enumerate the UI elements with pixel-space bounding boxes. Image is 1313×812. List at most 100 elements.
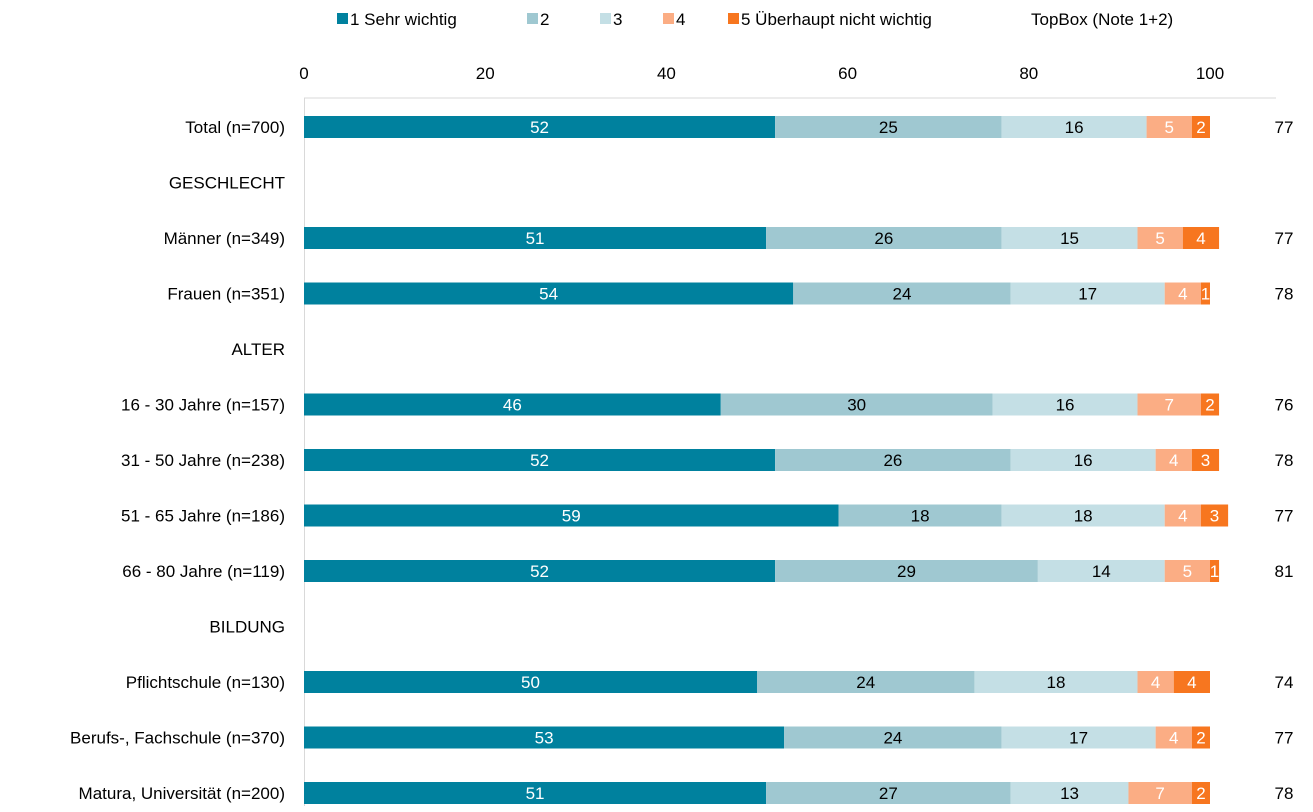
legend-swatch bbox=[337, 13, 348, 24]
segment-value-label: 2 bbox=[1196, 784, 1205, 803]
segment-value-label: 4 bbox=[1187, 673, 1196, 692]
legend-label: 4 bbox=[676, 10, 685, 29]
group-header-label: GESCHLECHT bbox=[169, 174, 285, 193]
bar-segment bbox=[1001, 504, 1165, 527]
row-label: Frauen (n=351) bbox=[167, 285, 285, 304]
legend-label: TopBox (Note 1+2) bbox=[1031, 10, 1173, 29]
bar-segment bbox=[1037, 560, 1165, 582]
bar-segment bbox=[304, 282, 794, 305]
segment-value-label: 2 bbox=[1196, 729, 1205, 748]
bar-segment bbox=[1191, 449, 1220, 471]
bar-row: Männer (n=349) 51 26 15 5 4 77 bbox=[164, 227, 1293, 249]
bar-segment bbox=[793, 282, 1011, 305]
row-label: Pflichtschule (n=130) bbox=[126, 673, 285, 692]
segment-value-label: 52 bbox=[530, 562, 549, 581]
bar-segment bbox=[1200, 282, 1210, 305]
bar-segment bbox=[304, 116, 776, 138]
legend-label: 5 Überhaupt nicht wichtig bbox=[741, 10, 932, 29]
bar-segment bbox=[1210, 560, 1220, 582]
bar-segment bbox=[1182, 227, 1220, 249]
row-label: 16 - 30 Jahre (n=157) bbox=[121, 396, 285, 415]
bar-row: Matura, Universität (n=200) 51 27 13 7 2 78 bbox=[79, 782, 1293, 804]
segment-value-label: 16 bbox=[1065, 118, 1084, 137]
bar-segment bbox=[304, 504, 839, 527]
segment-value-label: 54 bbox=[539, 285, 558, 304]
bar-segment bbox=[1164, 282, 1201, 305]
bar-segment bbox=[304, 726, 785, 749]
row-label: 66 - 80 Jahre (n=119) bbox=[122, 562, 285, 581]
bar-segment bbox=[720, 393, 993, 416]
segment-value-label: 4 bbox=[1169, 729, 1178, 748]
segment-value-label: 14 bbox=[1092, 562, 1111, 581]
chart-rows: Total (n=700) 52 25 16 5 2 7 7 GESCHLECHT Männer … bbox=[70, 116, 1293, 804]
bar-row: Pflichtschule (n=130) 50 24 18 4 4 74 bbox=[126, 671, 1294, 693]
bar-segment bbox=[775, 449, 1011, 471]
segment-value-label: 24 bbox=[883, 729, 902, 748]
topbox-value: 78 bbox=[1275, 285, 1294, 304]
bar-segment bbox=[1200, 504, 1229, 527]
group-header-label: ALTER bbox=[231, 340, 285, 359]
x-tick-label: 80 bbox=[1019, 64, 1038, 83]
bar-segment bbox=[775, 116, 1002, 138]
bar-segment bbox=[1173, 671, 1210, 693]
segment-value-label: 50 bbox=[521, 673, 540, 692]
segment-value-label: 18 bbox=[1047, 673, 1066, 692]
segment-value-label: 15 bbox=[1060, 229, 1079, 248]
segment-value-label: 5 bbox=[1164, 118, 1173, 137]
bar-segment bbox=[304, 782, 767, 804]
bar-segment bbox=[838, 504, 1002, 527]
segment-value-label: 18 bbox=[1074, 507, 1093, 526]
bar-segment bbox=[1146, 116, 1192, 138]
segment-value-label: 3 bbox=[1201, 451, 1210, 470]
segment-value-label: 26 bbox=[874, 229, 893, 248]
bar-segment bbox=[1137, 393, 1201, 416]
bar-segment bbox=[1191, 782, 1210, 804]
bar-segment bbox=[766, 782, 1011, 804]
group-header: GESCHLECHT bbox=[169, 174, 285, 193]
segment-value-label: 4 bbox=[1151, 673, 1160, 692]
segment-value-label: 7 bbox=[1155, 784, 1164, 803]
segment-value-label: 4 bbox=[1178, 507, 1187, 526]
segment-value-label: 13 bbox=[1060, 784, 1079, 803]
segment-value-label: 18 bbox=[911, 507, 930, 526]
bar-segment bbox=[304, 227, 767, 249]
segment-value-label: 17 bbox=[1078, 285, 1097, 304]
segment-value-label: 4 bbox=[1178, 285, 1187, 304]
segment-value-label: 16 bbox=[1056, 396, 1075, 415]
bar-segment bbox=[1001, 726, 1156, 749]
row-label: Männer (n=349) bbox=[164, 229, 285, 248]
bar-segment bbox=[1164, 560, 1210, 582]
bar-row: 16 - 30 Jahre (n=157) 46 30 16 7 2 76 bbox=[121, 393, 1293, 416]
segment-value-label: 52 bbox=[530, 118, 549, 137]
bar-segment bbox=[304, 560, 776, 582]
bar-row: Total (n=700) 52 25 16 5 2 77 bbox=[185, 116, 1293, 138]
segment-value-label: 2 bbox=[1205, 396, 1214, 415]
topbox-value: 81 bbox=[1275, 562, 1294, 581]
group-header-label: BILDUNG bbox=[209, 618, 285, 637]
segment-value-label: 51 bbox=[526, 784, 545, 803]
bar-segment bbox=[1001, 227, 1138, 249]
bar-segment bbox=[766, 227, 1002, 249]
segment-value-label: 29 bbox=[897, 562, 916, 581]
bar-segment bbox=[775, 560, 1038, 582]
segment-value-label: 3 bbox=[1210, 507, 1219, 526]
row-label: Matura, Universität (n=200) bbox=[79, 784, 285, 803]
bar-segment bbox=[992, 393, 1138, 416]
row-label: Total (n=700) bbox=[185, 118, 285, 137]
segment-value-label: 1 bbox=[1201, 285, 1210, 304]
bar-segment bbox=[304, 671, 757, 693]
segment-value-label: 26 bbox=[883, 451, 902, 470]
segment-value-label: 30 bbox=[847, 396, 866, 415]
segment-value-label: 51 bbox=[526, 229, 545, 248]
legend-label: 3 bbox=[613, 10, 622, 29]
segment-value-label: 25 bbox=[879, 118, 898, 137]
legend-label: 1 Sehr wichtig bbox=[350, 10, 457, 29]
segment-value-label: 2 bbox=[1196, 118, 1205, 137]
bar-segment bbox=[304, 449, 776, 471]
segment-value-label: 46 bbox=[503, 396, 522, 415]
segment-value-label: 27 bbox=[879, 784, 898, 803]
legend-swatch bbox=[663, 13, 674, 24]
topbox-value: 74 bbox=[1275, 673, 1294, 692]
x-tick-label: 100 bbox=[1196, 64, 1224, 83]
topbox-value: 78 bbox=[1275, 451, 1294, 470]
